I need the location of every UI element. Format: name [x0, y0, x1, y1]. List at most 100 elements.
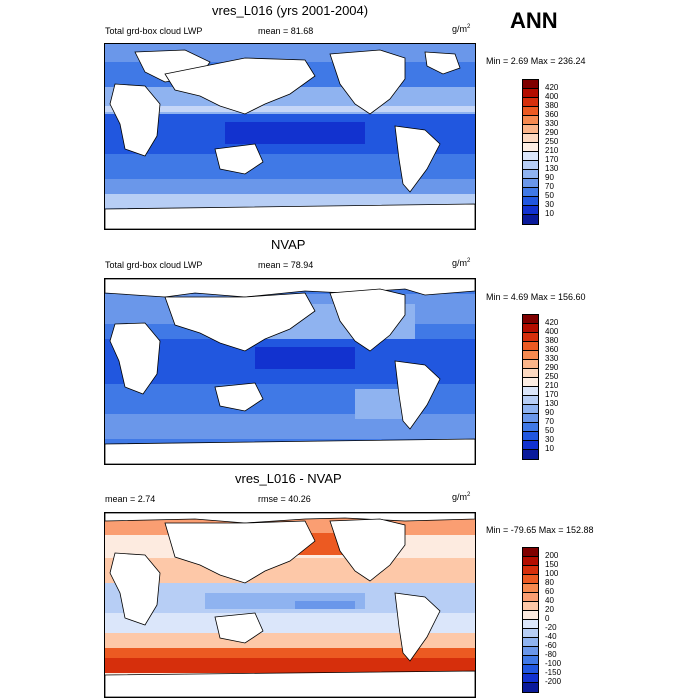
- colorbar-swatch: [523, 342, 538, 351]
- panel3-map: [104, 512, 476, 698]
- colorbar-swatch: [523, 557, 538, 566]
- colorbar-swatch: [523, 674, 538, 683]
- colorbar-swatch: [523, 548, 538, 557]
- colorbar-label: 420: [545, 83, 559, 92]
- colorbar-label: 210: [545, 381, 559, 390]
- colorbar-label: 10: [545, 444, 554, 453]
- panel2-title: NVAP: [271, 237, 306, 252]
- colorbar-label: 290: [545, 363, 559, 372]
- colorbar-label: -100: [545, 659, 562, 668]
- colorbar-label: 360: [545, 345, 559, 354]
- colorbar-label: 90: [545, 408, 554, 417]
- colorbar-label: 420: [545, 318, 559, 327]
- colorbar-label: 70: [545, 417, 554, 426]
- colorbar-swatch: [523, 315, 538, 324]
- colorbar-swatch: [523, 450, 538, 459]
- colorbar-label: 170: [545, 390, 559, 399]
- colorbar-swatch: [523, 575, 538, 584]
- colorbar-swatch: [523, 656, 538, 665]
- colorbar-swatch: [523, 188, 538, 197]
- colorbar-label: 150: [545, 560, 559, 569]
- colorbar-label: -20: [545, 623, 557, 632]
- colorbar-label: 20: [545, 605, 554, 614]
- colorbar-swatch: [523, 665, 538, 674]
- colorbar-label: -80: [545, 650, 557, 659]
- colorbar-swatch: [523, 414, 538, 423]
- colorbar-label: 10: [545, 209, 554, 218]
- colorbar-swatch: [523, 80, 538, 89]
- panel1-minmax: Min = 2.69 Max = 236.24: [486, 56, 586, 66]
- colorbar-label: 360: [545, 110, 559, 119]
- colorbar-swatch: [523, 396, 538, 405]
- panel3-units: g/m2: [452, 492, 471, 502]
- colorbar-label: 100: [545, 569, 559, 578]
- colorbar-swatch: [523, 369, 538, 378]
- panel1-variable-label: Total grd-box cloud LWP: [105, 26, 203, 36]
- colorbar-label: 330: [545, 354, 559, 363]
- colorbar-swatch: [523, 441, 538, 450]
- colorbar-label: 130: [545, 399, 559, 408]
- colorbar-swatch: [523, 333, 538, 342]
- colorbar-label: 400: [545, 92, 559, 101]
- season-label: ANN: [510, 8, 558, 33]
- colorbar-swatch: [523, 116, 538, 125]
- colorbar-label: 290: [545, 128, 559, 137]
- colorbar-label: 200: [545, 551, 559, 560]
- colorbar-label: -150: [545, 668, 562, 677]
- colorbar-label: 330: [545, 119, 559, 128]
- colorbar-label: 400: [545, 327, 559, 336]
- panel1-units: g/m2: [452, 24, 471, 34]
- colorbar-label: 50: [545, 426, 554, 435]
- colorbar-label: 90: [545, 173, 554, 182]
- colorbar-swatch: [523, 378, 538, 387]
- panel2-mean-label: mean = 78.94: [258, 260, 314, 270]
- panel1-colorbar: [522, 79, 539, 225]
- colorbar-swatch: [523, 125, 538, 134]
- colorbar-swatch: [523, 107, 538, 116]
- panel2-units: g/m2: [452, 258, 471, 268]
- panel3-mean-label: mean = 2.74: [105, 494, 156, 504]
- colorbar-label: 30: [545, 435, 554, 444]
- panel1-title: vres_L016 (yrs 2001-2004): [212, 3, 369, 18]
- panel2-minmax: Min = 4.69 Max = 156.60: [486, 292, 586, 302]
- colorbar-swatch: [523, 611, 538, 620]
- colorbar-swatch: [523, 360, 538, 369]
- colorbar-label: 250: [545, 372, 559, 381]
- colorbar-swatch: [523, 593, 538, 602]
- colorbar-swatch: [523, 423, 538, 432]
- colorbar-swatch: [523, 647, 538, 656]
- colorbar-swatch: [523, 89, 538, 98]
- colorbar-swatch: [523, 683, 538, 692]
- colorbar-swatch: [523, 584, 538, 593]
- colorbar-swatch: [523, 638, 538, 647]
- panel2-colorbar: [522, 314, 539, 460]
- panel2-map: [104, 278, 476, 465]
- panel1-mean-label: mean = 81.68: [258, 26, 314, 36]
- colorbar-swatch: [523, 620, 538, 629]
- colorbar-label: 60: [545, 587, 554, 596]
- colorbar-swatch: [523, 324, 538, 333]
- panel1-map: [104, 43, 476, 230]
- colorbar-label: 0: [545, 614, 550, 623]
- colorbar-swatch: [523, 197, 538, 206]
- colorbar-label: 380: [545, 336, 559, 345]
- panel3-title: vres_L016 - NVAP: [235, 471, 342, 486]
- colorbar-swatch: [523, 387, 538, 396]
- colorbar-swatch: [523, 215, 538, 224]
- colorbar-label: -40: [545, 632, 557, 641]
- colorbar-label: 250: [545, 137, 559, 146]
- colorbar-swatch: [523, 98, 538, 107]
- colorbar-label: 130: [545, 164, 559, 173]
- panel2-variable-label: Total grd-box cloud LWP: [105, 260, 203, 270]
- colorbar-label: 380: [545, 101, 559, 110]
- colorbar-label: 70: [545, 182, 554, 191]
- colorbar-swatch: [523, 432, 538, 441]
- colorbar-swatch: [523, 170, 538, 179]
- colorbar-swatch: [523, 566, 538, 575]
- colorbar-swatch: [523, 206, 538, 215]
- colorbar-label: 40: [545, 596, 554, 605]
- colorbar-swatch: [523, 134, 538, 143]
- colorbar-swatch: [523, 602, 538, 611]
- colorbar-swatch: [523, 351, 538, 360]
- colorbar-swatch: [523, 629, 538, 638]
